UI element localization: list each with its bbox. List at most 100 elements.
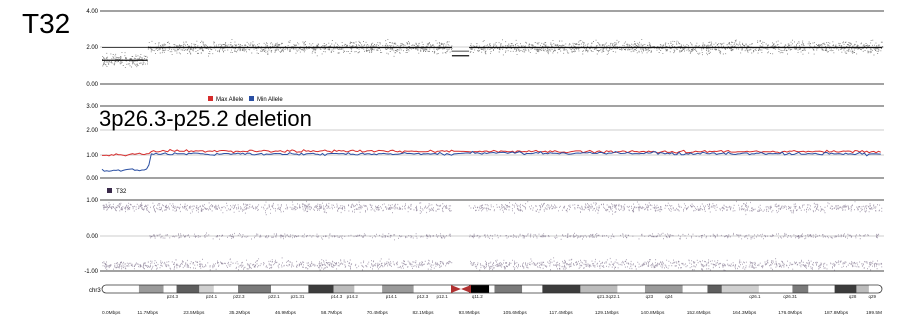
chromosome-ideogram: chr3 p24.3 p24.1 p22.3 p22.1 p21.31 p14.3 p14.… <box>89 284 883 299</box>
ideogram-band-label: p24.1 <box>206 294 218 299</box>
x-tick-label: 11.7Mbps <box>137 310 158 316</box>
ideogram-band <box>542 285 581 293</box>
ideogram-band <box>580 285 618 293</box>
x-tick-label: 23.5Mbps <box>183 310 205 316</box>
ideogram-band <box>413 285 439 293</box>
legend-swatch-sample <box>107 188 112 193</box>
baf-ytick: 1.00 <box>86 198 98 204</box>
ideogram-band-label: q23 <box>646 294 654 299</box>
ideogram-band-label: p14.1 <box>386 294 398 299</box>
ideogram-band <box>382 285 414 293</box>
ideogram-band <box>834 285 857 293</box>
legend-swatch-min <box>249 96 254 101</box>
ideogram-band <box>644 285 683 293</box>
ideogram-band <box>163 285 177 293</box>
ideogram-band <box>494 285 523 293</box>
ideogram-band-label: p22.3 <box>233 294 245 299</box>
ideogram-band <box>721 285 759 293</box>
ideogram-band <box>758 285 793 293</box>
allele-ytick: 2.00 <box>86 128 98 134</box>
chromosome-label: chr3 <box>89 288 101 294</box>
x-tick-label: 199.5M <box>866 310 882 316</box>
ideogram-band <box>213 285 239 293</box>
ideogram-band <box>354 285 383 293</box>
max-allele-line <box>102 148 881 157</box>
x-tick-label: 140.8Mbps <box>641 310 665 316</box>
depth-segments <box>102 46 882 61</box>
ideogram-band <box>333 285 355 293</box>
x-tick-label: 58.7Mbps <box>321 310 343 316</box>
ideogram-band <box>469 285 490 293</box>
ideogram-band-label: q21.3 <box>597 294 609 299</box>
x-tick-label: 93.9Mbps <box>459 310 481 316</box>
baf-ytick: 0.00 <box>86 234 98 240</box>
ideogram-band <box>271 285 309 293</box>
ideogram-band <box>868 285 882 293</box>
x-tick-label: 164.3Mbps <box>733 310 757 316</box>
x-tick-label: 35.2Mbps <box>229 310 251 316</box>
deletion-annotation: 3p26.3-p25.2 deletion <box>99 106 312 131</box>
ideogram-band <box>102 285 139 293</box>
allele-ytick: 0.00 <box>86 176 98 182</box>
centromere-marker <box>461 285 471 293</box>
ideogram-band-label: q22.1 <box>609 294 621 299</box>
ideogram-band-label: q26.31 <box>783 294 797 299</box>
ideogram-outline <box>101 284 883 294</box>
depth-ytick: 0.00 <box>86 82 98 88</box>
ideogram-band-label: p14.3 <box>331 294 343 299</box>
legend-label-sample: T32 <box>116 189 127 195</box>
ideogram-band-label: q28 <box>849 294 857 299</box>
ideogram-band-label: p24.3 <box>167 294 179 299</box>
depth-panel: 4.00 2.00 0.00 <box>86 9 884 88</box>
ideogram-band <box>856 285 869 293</box>
ideogram-band-label: p22.1 <box>268 294 280 299</box>
ideogram-band <box>138 285 164 293</box>
depth-ytick: 4.00 <box>86 9 98 15</box>
depth-points <box>102 38 883 68</box>
x-tick-label: 105.6Mbps <box>503 310 527 316</box>
ideogram-band <box>808 285 835 293</box>
x-tick-label: 187.8Mbps <box>824 310 848 316</box>
panel-label: T32 <box>22 8 71 39</box>
baf-points <box>102 200 883 272</box>
ideogram-band <box>238 285 272 293</box>
min-allele-line <box>101 150 881 172</box>
legend-swatch-max <box>208 96 213 101</box>
legend-label-min: Min Allele <box>257 97 283 103</box>
allele-panel: Max Allele Min Allele 3.00 2.00 1.00 0.0… <box>86 96 884 182</box>
ideogram-band <box>176 285 200 293</box>
depth-scatter-points <box>102 38 883 68</box>
allele-ytick: 1.00 <box>86 153 98 159</box>
ideogram-band-label: q11.2 <box>472 294 483 299</box>
ideogram-band-label: q24 <box>665 294 673 299</box>
ideogram-band-label: p12.1 <box>437 294 449 299</box>
baf-panel: T32 1.00 0.00 -1.00 <box>84 188 884 275</box>
ideogram-band-label: p14.2 <box>347 294 359 299</box>
ideogram-blocks <box>102 285 882 293</box>
ideogram-band <box>707 285 722 293</box>
ideogram-band <box>199 285 214 293</box>
ideogram-band <box>308 285 334 293</box>
baf-ytick: -1.00 <box>84 269 98 275</box>
legend-label-max: Max Allele <box>216 97 244 103</box>
x-tick-label: 176.0Mbps <box>778 310 802 316</box>
x-tick-label: 46.9Mbps <box>275 310 297 316</box>
ideogram-band <box>682 285 708 293</box>
x-axis: 0.0Mbps 11.7Mbps 23.5Mbps 35.2Mbps 46.9Mbps 5… <box>102 310 882 316</box>
ideogram-band <box>792 285 809 293</box>
x-tick-label: 82.1Mbps <box>412 310 434 316</box>
ideogram-band-label: p21.31 <box>291 294 305 299</box>
x-tick-label: 117.4Mbps <box>549 310 573 316</box>
depth-ytick: 2.00 <box>86 45 98 51</box>
x-tick-label: 152.6Mbps <box>687 310 711 316</box>
allele-ytick: 3.00 <box>86 104 98 110</box>
centromere-marker <box>451 285 461 293</box>
x-tick-label: 70.4Mbps <box>367 310 389 316</box>
x-tick-label: 0.0Mbps <box>102 310 121 316</box>
baf-scatter-points <box>102 200 883 272</box>
ideogram-band-labels: p24.3 p24.1 p22.3 p22.1 p21.31 p14.3 p14.2 p14.… <box>167 294 877 299</box>
ideogram-band-label: q29 <box>868 294 876 299</box>
ideogram-band <box>522 285 543 293</box>
ideogram-band <box>617 285 645 293</box>
